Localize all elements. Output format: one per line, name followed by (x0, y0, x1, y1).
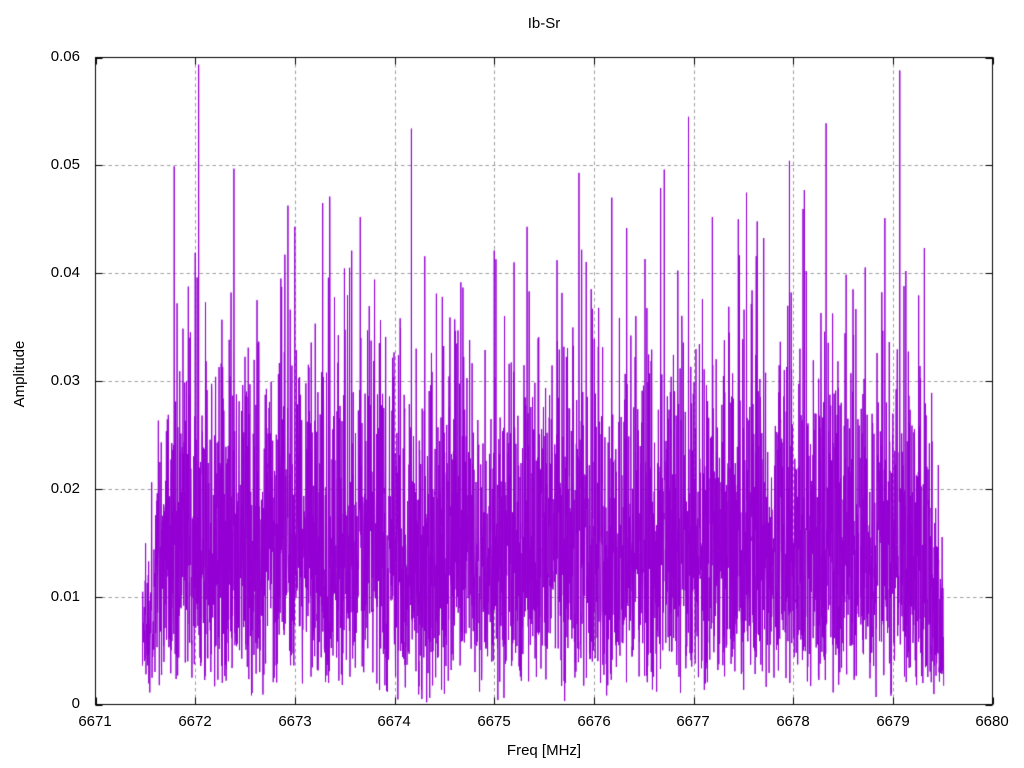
x-tick-label: 6676 (577, 713, 611, 730)
x-tick-label: 6679 (876, 713, 910, 730)
x-tick-label: 6671 (78, 713, 112, 730)
x-axis-label: Freq [MHz] (506, 742, 582, 759)
x-tick-label: 6678 (776, 713, 810, 730)
x-tick-label: 6673 (278, 713, 312, 730)
x-tick-label: 6672 (178, 713, 212, 730)
x-tick-label: 6675 (477, 713, 511, 730)
y-tick-label: 0.05 (50, 156, 80, 173)
y-tick-label: 0.01 (50, 588, 80, 605)
y-tick-label: 0.02 (50, 480, 80, 497)
x-tick-label: 6674 (377, 713, 411, 730)
x-tick-label: 6677 (676, 713, 710, 730)
y-tick-label: 0.04 (50, 264, 80, 281)
y-tick-label: 0.06 (50, 48, 80, 65)
x-tick-label: 6680 (975, 713, 1009, 730)
y-tick-label: 0 (71, 695, 80, 712)
chart-title: Ib-Sr (527, 15, 561, 32)
y-tick-label: 0.03 (50, 372, 80, 389)
